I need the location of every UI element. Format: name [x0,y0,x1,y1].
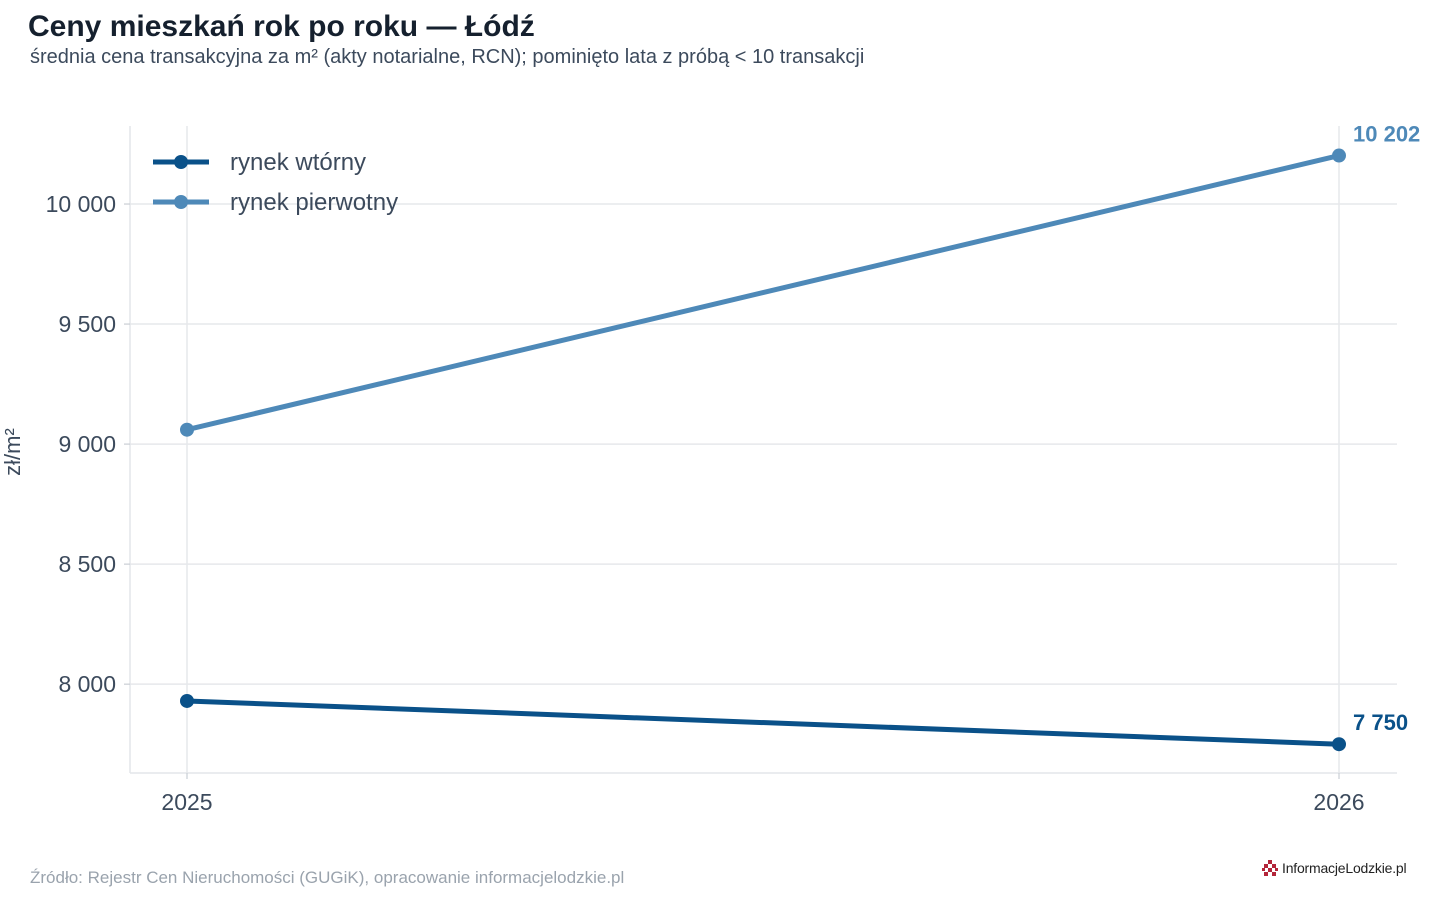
y-tick-label: 8 000 [58,671,116,697]
legend-label: rynek pierwotny [230,189,398,216]
legend-swatch-marker [174,155,188,169]
legend-label: rynek wtórny [230,149,366,176]
series-rynek-wtorny: 7 750 [180,693,1408,752]
legend-item[interactable]: rynek wtórny [153,149,366,176]
data-point[interactable] [180,693,194,708]
legend-item[interactable]: rynek pierwotny [153,189,398,216]
data-point[interactable] [1332,737,1346,752]
grid-lines [130,126,1397,773]
y-tick-label: 9 500 [58,311,116,337]
y-tick-label: 9 000 [58,431,116,457]
series: 7 750 10 202 [180,122,1420,752]
data-point[interactable] [180,422,194,437]
legend-swatch-marker [174,195,188,209]
x-tick-label: 2026 [1313,789,1364,815]
source-note: Źródło: Rejestr Cen Nieruchomości (GUGiK… [30,868,625,887]
chart-title: Ceny mieszkań rok po roku — Łódź [28,10,535,43]
end-value-label: 7 750 [1353,710,1408,735]
series-line [184,153,1342,433]
chart-subtitle: średnia cena transakcyjna za m² (akty no… [30,46,865,68]
publisher-logo[interactable]: InformacjeLodzkie.pl [1260,858,1407,878]
legend: rynek wtórny rynek pierwotny [153,149,398,216]
x-tick-label: 2025 [161,789,212,815]
axes [129,126,1397,774]
logo-text: InformacjeLodzkie.pl [1282,860,1407,876]
end-value-label: 10 202 [1353,122,1420,147]
series-line [184,698,1342,747]
x-tick-labels: 2025 2026 [161,773,1365,815]
y-tick-labels: 8 000 8 500 9 000 9 500 10 000 [46,191,130,697]
data-point[interactable] [1332,148,1346,163]
y-axis-label: zł/m² [0,428,25,476]
y-tick-label: 10 000 [46,191,116,217]
logo-emblem-icon [1262,860,1278,876]
series-rynek-pierwotny: 10 202 [180,122,1420,437]
y-tick-label: 8 500 [58,551,116,577]
